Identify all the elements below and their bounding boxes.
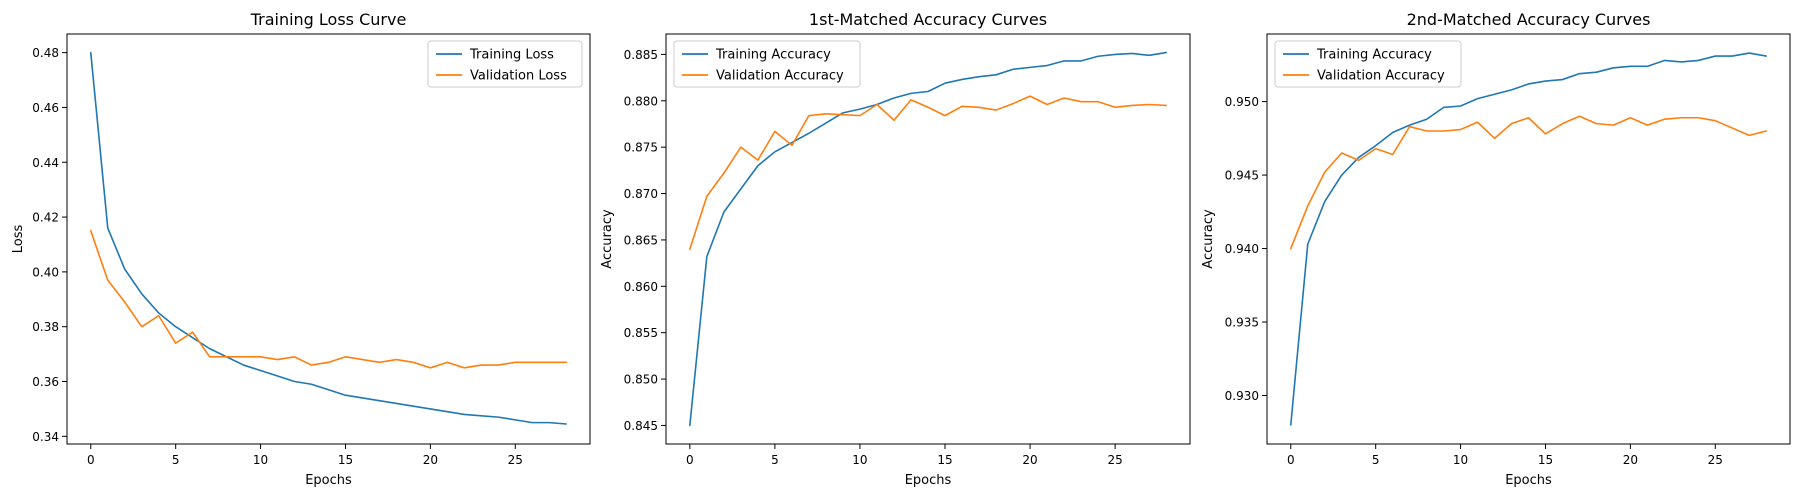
x-axis-ticks: 0 5 10 15 20 25 <box>686 444 1123 467</box>
series-line-1 <box>1289 52 1768 426</box>
y-tick-label: 0.885 <box>624 48 658 62</box>
y-tick-label: 0.950 <box>1225 95 1259 109</box>
y-tick-label: 0.38 <box>32 320 59 334</box>
x-tick-label: 5 <box>172 453 180 467</box>
y-tick-label: 0.860 <box>624 280 658 294</box>
legend-entry: Validation Accuracy <box>1317 69 1445 84</box>
y-axis-label: Loss <box>11 225 26 254</box>
legend-box <box>1274 40 1462 88</box>
plot-area <box>665 33 1191 445</box>
y-tick-label: 0.930 <box>1225 389 1259 403</box>
series-line-2 <box>89 229 568 369</box>
legend-entry: Training Accuracy <box>715 48 831 63</box>
y-tick-label: 0.940 <box>1225 242 1259 256</box>
legend-entry: Training Accuracy <box>1316 48 1432 63</box>
x-tick-label: 25 <box>1708 453 1723 467</box>
y-axis-ticks: 0.845 0.850 0.855 0.860 0.865 0.870 0.875 0.880… <box>624 48 666 433</box>
x-tick-label: 25 <box>1108 453 1123 467</box>
series-line-1 <box>689 51 1167 427</box>
y-tick-label: 0.880 <box>624 94 658 108</box>
y-tick-label: 0.44 <box>32 156 59 170</box>
chart-panel-2: 1st-Matched Accuracy Curves 0 5 10 15 20 25 0.8… <box>600 10 1191 488</box>
legend-box <box>673 40 861 88</box>
chart-panel-3: 2nd-Matched Accuracy Curves 0 5 10 15 20 25 0.9… <box>1201 10 1791 488</box>
y-tick-label: 0.48 <box>32 46 59 60</box>
x-axis-ticks: 0 5 10 15 20 25 <box>87 444 523 467</box>
y-tick-label: 0.875 <box>624 141 658 155</box>
legend: Training Accuracy Validation Accuracy <box>1274 40 1462 88</box>
y-tick-label: 0.865 <box>624 233 658 247</box>
x-tick-label: 5 <box>1372 453 1380 467</box>
y-tick-label: 0.935 <box>1225 316 1259 330</box>
y-axis-label: Accuracy <box>600 209 615 269</box>
x-tick-label: 10 <box>253 453 268 467</box>
x-axis-label: Epochs <box>1505 473 1552 488</box>
x-tick-label: 10 <box>852 453 867 467</box>
y-axis-ticks: 0.930 0.935 0.940 0.945 0.950 <box>1225 95 1267 403</box>
y-tick-label: 0.845 <box>624 419 658 433</box>
x-tick-label: 15 <box>937 453 952 467</box>
x-tick-label: 20 <box>1022 453 1037 467</box>
y-tick-label: 0.36 <box>32 375 59 389</box>
x-axis-ticks: 0 5 10 15 20 25 <box>1287 444 1723 467</box>
series-line-2 <box>1289 115 1768 250</box>
plot-area <box>1266 33 1791 445</box>
x-tick-label: 15 <box>1538 453 1553 467</box>
y-tick-label: 0.945 <box>1225 169 1259 183</box>
legend-entry: Validation Loss <box>470 69 567 84</box>
y-tick-label: 0.855 <box>624 326 658 340</box>
chart-title: 1st-Matched Accuracy Curves <box>809 10 1047 29</box>
x-tick-label: 5 <box>771 453 779 467</box>
legend-entry: Validation Accuracy <box>716 69 844 84</box>
y-tick-label: 0.46 <box>32 101 59 115</box>
x-tick-label: 0 <box>686 453 694 467</box>
y-axis-label: Accuracy <box>1201 209 1216 269</box>
plot-area <box>66 33 591 445</box>
series-line-2 <box>689 95 1167 250</box>
y-tick-label: 0.42 <box>32 211 59 225</box>
x-tick-label: 20 <box>423 453 438 467</box>
x-tick-label: 10 <box>1453 453 1468 467</box>
x-axis-label: Epochs <box>305 473 352 488</box>
x-tick-label: 20 <box>1623 453 1638 467</box>
legend-box <box>427 40 583 88</box>
legend: Training Accuracy Validation Accuracy <box>673 40 861 88</box>
legend: Training Loss Validation Loss <box>427 40 583 88</box>
y-axis-ticks: 0.34 0.36 0.38 0.40 0.42 0.44 0.46 0.48 <box>32 46 67 444</box>
y-tick-label: 0.850 <box>624 373 658 387</box>
x-tick-label: 25 <box>508 453 523 467</box>
y-tick-label: 0.40 <box>32 265 59 279</box>
x-tick-label: 0 <box>87 453 95 467</box>
x-tick-label: 15 <box>338 453 353 467</box>
y-tick-label: 0.34 <box>32 430 59 444</box>
series-line-1 <box>89 51 568 425</box>
legend-entry: Training Loss <box>469 48 554 63</box>
chart-title: 2nd-Matched Accuracy Curves <box>1407 10 1651 29</box>
x-axis-label: Epochs <box>905 473 952 488</box>
y-tick-label: 0.870 <box>624 187 658 201</box>
x-tick-label: 0 <box>1287 453 1295 467</box>
chart-title: Training Loss Curve <box>250 10 407 29</box>
